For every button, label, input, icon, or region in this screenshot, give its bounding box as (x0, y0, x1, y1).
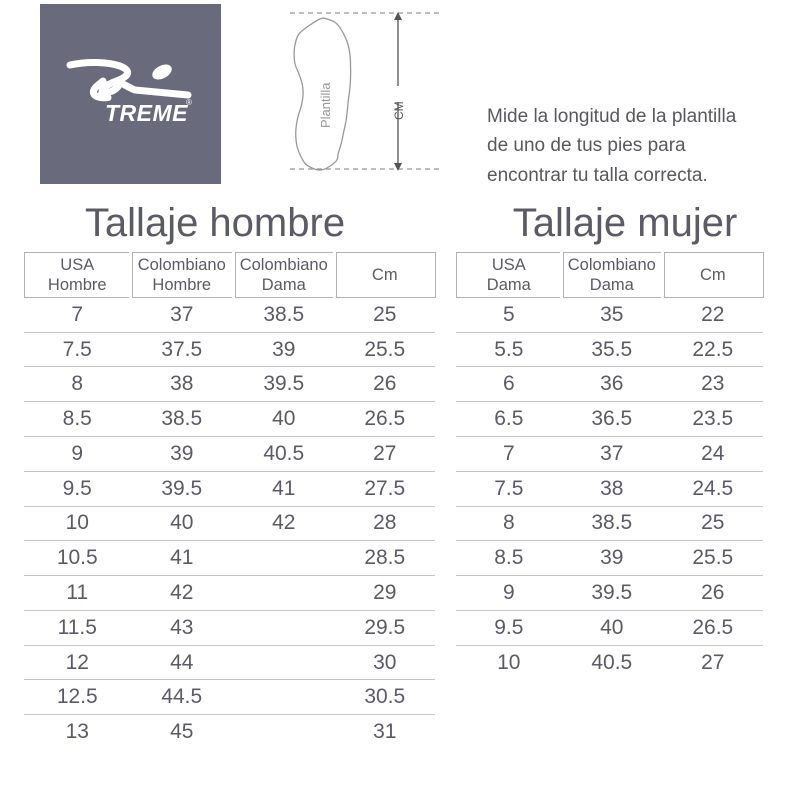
svg-text:CM: CM (392, 101, 406, 120)
svg-text:Plantilla: Plantilla (318, 82, 333, 128)
